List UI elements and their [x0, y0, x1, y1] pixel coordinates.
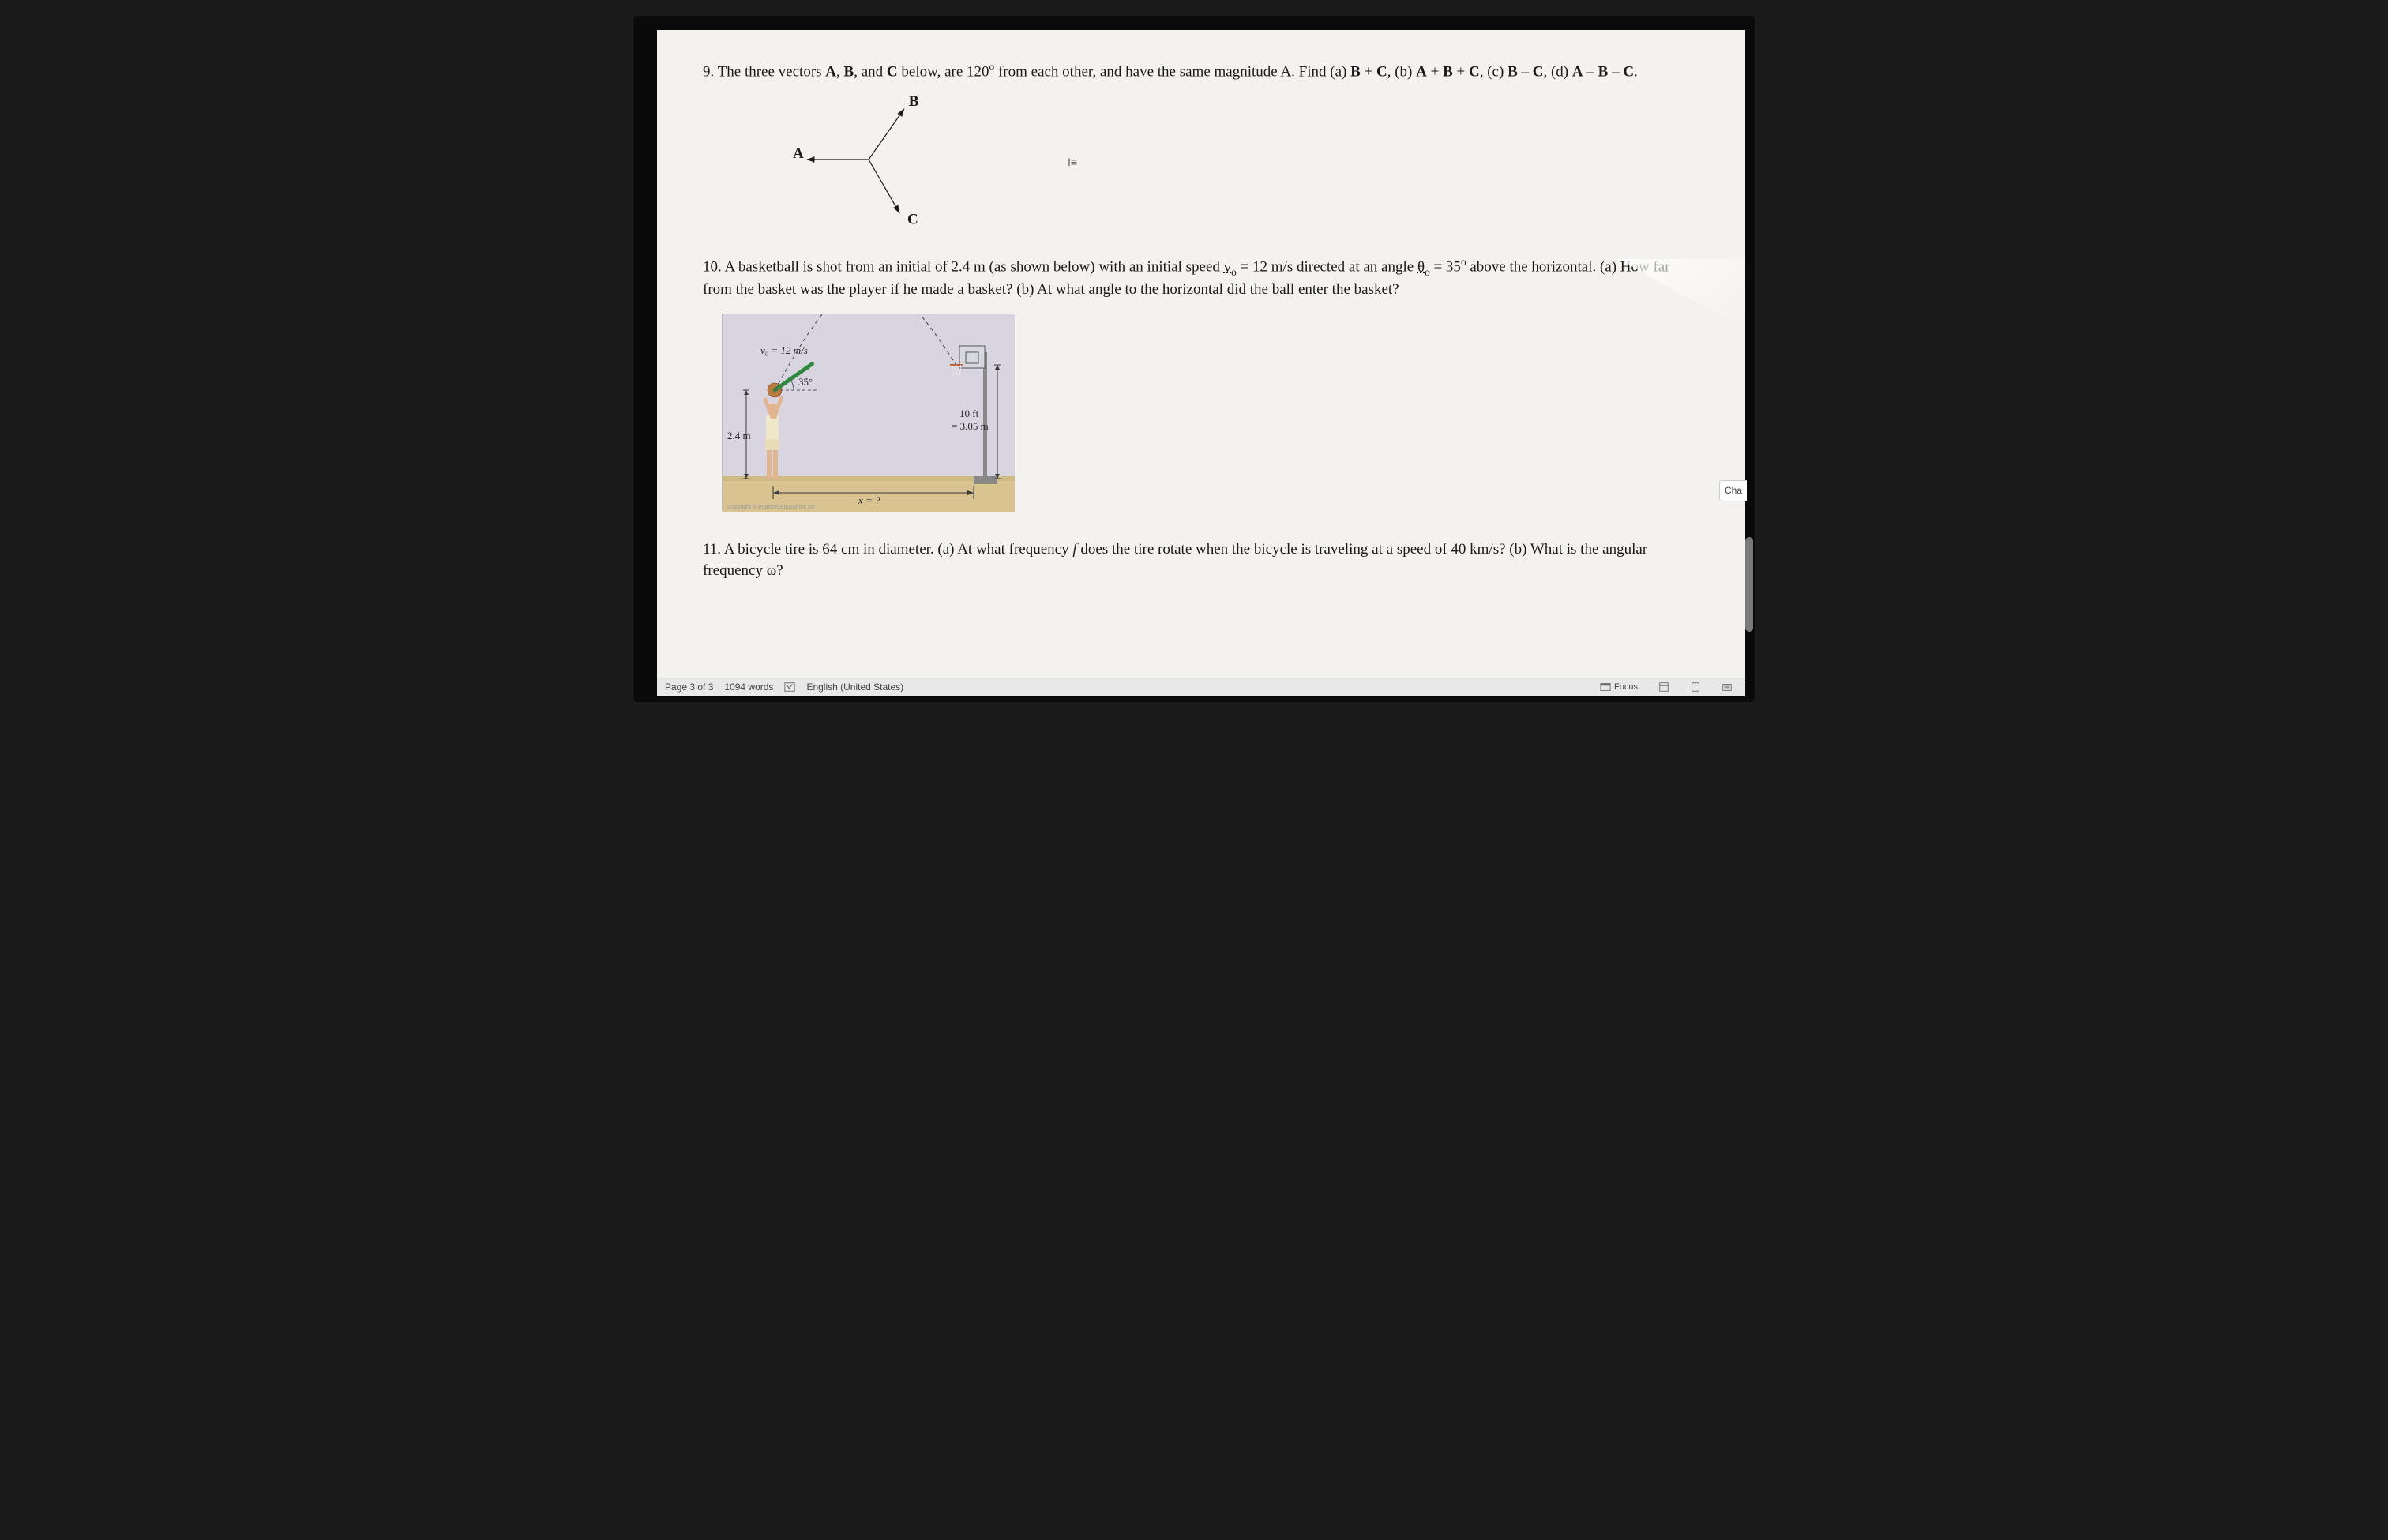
vertical-scrollbar[interactable] [1745, 537, 1753, 632]
problem-11: 11. A bicycle tire is 64 cm in diameter.… [703, 539, 1699, 582]
problem-10-text: 10. A basketball is shot from an initial… [703, 255, 1699, 301]
focus-mode-button[interactable]: Focus [1595, 681, 1643, 693]
document-page: 9. The three vectors A, B, and C below, … [657, 30, 1745, 678]
vector-diagram-svg: A B C [750, 77, 956, 227]
monitor-frame: 9. The three vectors A, B, and C below, … [633, 16, 1755, 702]
svg-text:35°: 35° [798, 376, 813, 388]
focus-label: Focus [1614, 682, 1638, 692]
side-tab-button[interactable]: Cha [1719, 480, 1747, 501]
web-layout-icon[interactable] [1717, 681, 1737, 693]
view-mode-icon[interactable] [1654, 681, 1674, 693]
svg-text:2.4 m: 2.4 m [727, 430, 751, 441]
print-layout-icon[interactable] [1685, 681, 1706, 693]
svg-text:x = ?: x = ? [858, 494, 880, 506]
vector-diagram: A B C [750, 77, 956, 227]
status-language[interactable]: English (United States) [806, 682, 903, 693]
svg-text:= 3.05 m: = 3.05 m [952, 420, 989, 432]
svg-text:C: C [907, 212, 918, 227]
problem-10: 10. A basketball is shot from an initial… [703, 255, 1699, 511]
status-word-count[interactable]: 1094 words [724, 682, 773, 693]
svg-text:Copyright © Pearson Education,: Copyright © Pearson Education, Inc. [727, 504, 817, 510]
problem-9: 9. The three vectors A, B, and C below, … [703, 60, 1699, 227]
svg-text:B: B [909, 93, 919, 110]
problem-11-text: 11. A bicycle tire is 64 cm in diameter.… [703, 539, 1699, 582]
text-cursor-icon: I≡ [1068, 155, 1077, 171]
status-proofing-icon[interactable] [784, 682, 795, 693]
word-status-bar: Page 3 of 3 1094 words English (United S… [657, 678, 1745, 696]
basketball-figure-svg: 2.4 m35°v₀ = 12 m/s10 ft= 3.05 mx = ?Cop… [723, 314, 1015, 512]
svg-text:A: A [793, 145, 804, 162]
svg-text:10 ft: 10 ft [959, 408, 979, 419]
basketball-figure: 2.4 m35°v₀ = 12 m/s10 ft= 3.05 mx = ?Cop… [722, 314, 1014, 511]
status-page[interactable]: Page 3 of 3 [665, 682, 713, 693]
